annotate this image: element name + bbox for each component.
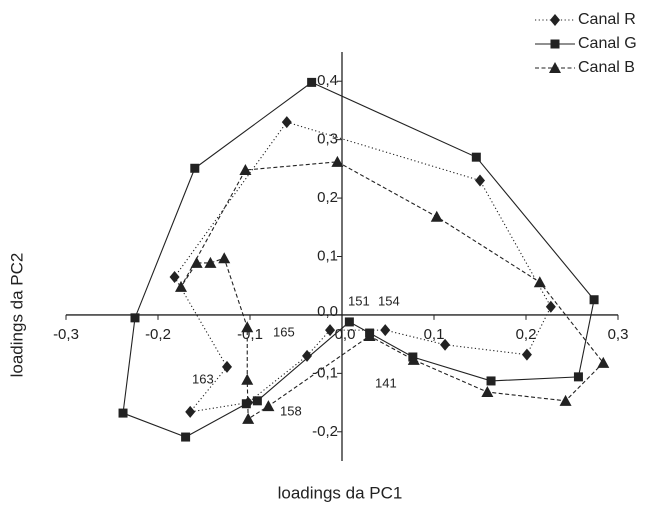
y-tick-label: -0,1 xyxy=(312,364,338,381)
series-line xyxy=(173,121,552,413)
legend-label: Canal B xyxy=(578,59,635,76)
data-point xyxy=(573,372,583,382)
data-point xyxy=(241,321,254,333)
data-point xyxy=(241,373,254,385)
data-point xyxy=(307,77,317,87)
data-point xyxy=(222,360,232,373)
data-point xyxy=(533,276,546,288)
data-point xyxy=(325,324,336,337)
annotation: 163 xyxy=(192,371,214,386)
data-point xyxy=(559,394,572,406)
data-point xyxy=(344,317,354,327)
x-tick-label: 0,2 xyxy=(516,326,537,343)
data-point xyxy=(175,280,187,292)
data-point xyxy=(190,163,200,173)
annotation: 141 xyxy=(375,375,397,390)
data-point xyxy=(486,376,496,386)
data-point xyxy=(181,432,191,442)
legend-label: Canal G xyxy=(578,35,637,52)
data-point xyxy=(471,152,481,162)
data-point xyxy=(239,164,252,176)
data-point xyxy=(380,324,391,337)
data-point xyxy=(430,210,443,222)
y-tick-label: 0,2 xyxy=(317,189,338,206)
data-point xyxy=(302,349,313,362)
legend-marker xyxy=(549,62,561,73)
data-point xyxy=(597,356,610,368)
y-tick-label: 0,4 xyxy=(317,72,338,89)
annotation: 154 xyxy=(378,293,400,308)
annotation: 165 xyxy=(273,324,295,339)
data-point xyxy=(407,353,420,365)
x-tick-label: -0,3 xyxy=(53,326,79,343)
legend-marker xyxy=(550,39,560,49)
annotation: 151 xyxy=(348,293,370,308)
y-tick-label: 0,0 xyxy=(317,303,338,320)
y-tick-label: 0,3 xyxy=(317,131,338,148)
data-point xyxy=(190,256,203,268)
x-tick-label: 0,1 xyxy=(424,326,445,343)
data-point xyxy=(130,313,140,323)
data-point xyxy=(118,408,128,418)
y-tick-label: -0,2 xyxy=(312,423,338,440)
data-point xyxy=(252,396,262,406)
data-point xyxy=(363,329,376,341)
data-point xyxy=(242,412,255,424)
data-point xyxy=(204,256,217,268)
y-axis-label: loadings da PC2 xyxy=(7,253,26,378)
legend-label: Canal R xyxy=(578,11,636,28)
data-point xyxy=(589,295,599,305)
data-point xyxy=(545,300,556,313)
x-axis-label: loadings da PC1 xyxy=(278,483,403,502)
y-tick-label: 0,1 xyxy=(317,247,338,264)
data-point xyxy=(169,270,180,283)
x-tick-label: 0,0 xyxy=(335,326,356,343)
data-point xyxy=(481,386,494,398)
data-point xyxy=(521,348,532,361)
x-tick-label: -0,2 xyxy=(145,326,171,343)
data-point xyxy=(331,155,344,167)
data-point xyxy=(281,116,292,129)
data-point xyxy=(218,252,231,264)
x-tick-label: 0,3 xyxy=(608,326,629,343)
annotation: 158 xyxy=(280,403,302,418)
data-point xyxy=(440,338,451,351)
legend-marker xyxy=(550,14,560,26)
data-point xyxy=(262,400,275,412)
data-point xyxy=(475,174,485,187)
data-point xyxy=(185,405,196,418)
data-point xyxy=(241,399,251,409)
